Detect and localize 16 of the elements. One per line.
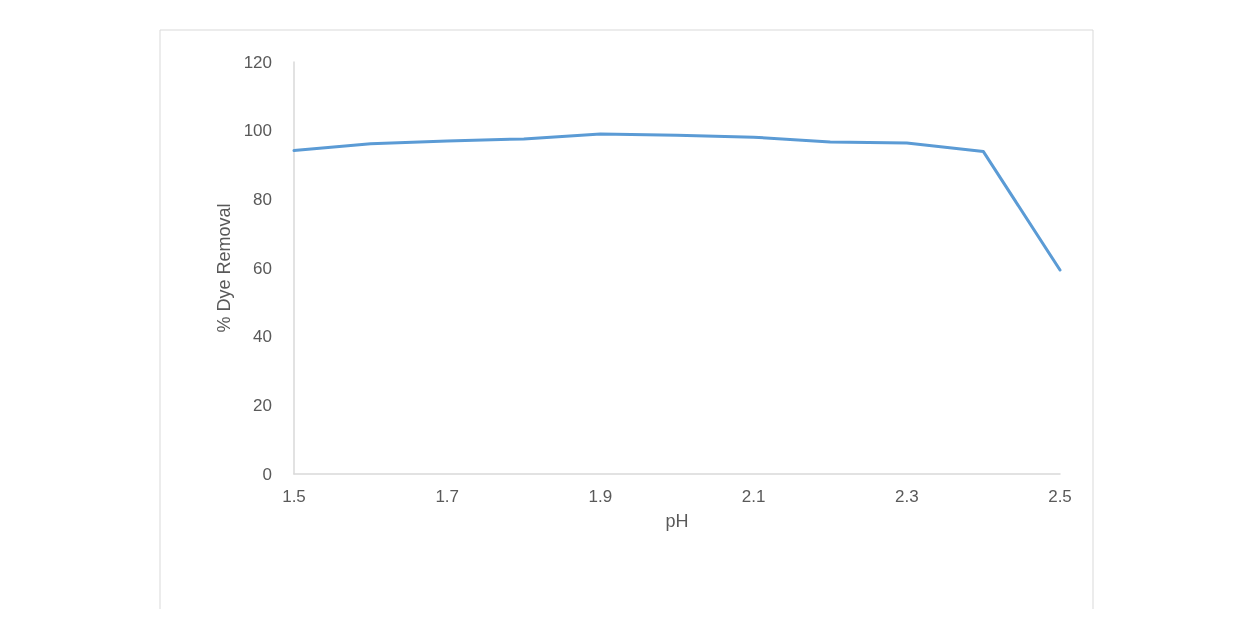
line-series	[292, 132, 1062, 272]
y-tick-label: 120	[243, 52, 272, 72]
x-tick-label: 2.1	[741, 487, 766, 506]
x-tick-label: 2.3	[894, 487, 919, 506]
y-axis-title: % Dye Removal	[213, 203, 234, 333]
y-tick-label: 100	[243, 121, 272, 141]
x-tick-label: 1.5	[282, 487, 306, 506]
y-tick-label: 40	[253, 327, 272, 347]
y-tick-label: 60	[253, 258, 272, 278]
x-axis-title: pH	[665, 511, 689, 531]
x-tick-label: 1.9	[588, 487, 613, 506]
x-tick-label: 1.7	[435, 487, 460, 506]
x-tick-label: 2.5	[1048, 487, 1072, 506]
y-tick-label: 20	[253, 395, 272, 415]
y-tick-label: 0	[262, 464, 272, 484]
y-tick-label: 80	[253, 189, 272, 209]
